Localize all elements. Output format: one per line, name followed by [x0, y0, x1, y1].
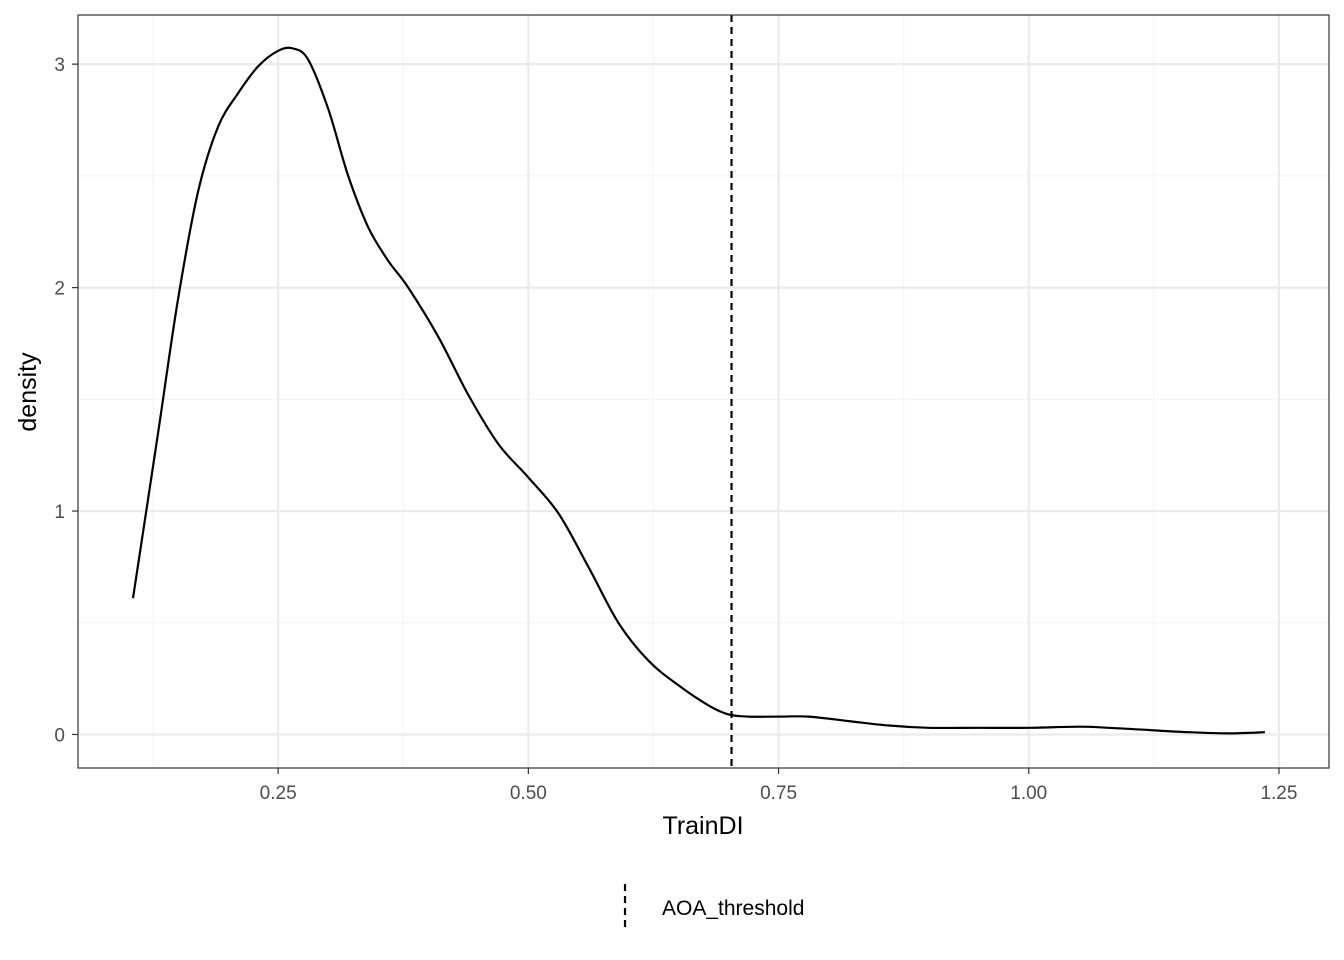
- y-tick-label: 0: [54, 725, 65, 746]
- x-tick-label: 1.00: [1010, 783, 1047, 804]
- legend: AOA_threshold: [623, 884, 804, 930]
- panel-border: [77, 14, 1330, 769]
- y-axis: 0 1 2 3: [54, 55, 78, 746]
- x-axis: 0.25 0.50 0.75 1.00 1.25: [260, 768, 1297, 804]
- x-tick-label: 0.75: [760, 783, 797, 804]
- x-tick-label: 1.25: [1260, 783, 1297, 804]
- x-tick-label: 0.50: [510, 783, 547, 804]
- y-axis-title: density: [14, 352, 42, 432]
- y-tick-label: 2: [54, 279, 65, 300]
- y-tick-label: 3: [54, 55, 65, 76]
- major-grid: [78, 15, 1329, 768]
- x-tick-label: 0.25: [260, 783, 297, 804]
- density-curve: [131, 46, 1265, 735]
- minor-grid: [78, 15, 1329, 768]
- legend-label: AOA_threshold: [662, 897, 804, 920]
- x-axis-title: TrainDI: [662, 812, 743, 840]
- y-tick-label: 1: [54, 502, 65, 523]
